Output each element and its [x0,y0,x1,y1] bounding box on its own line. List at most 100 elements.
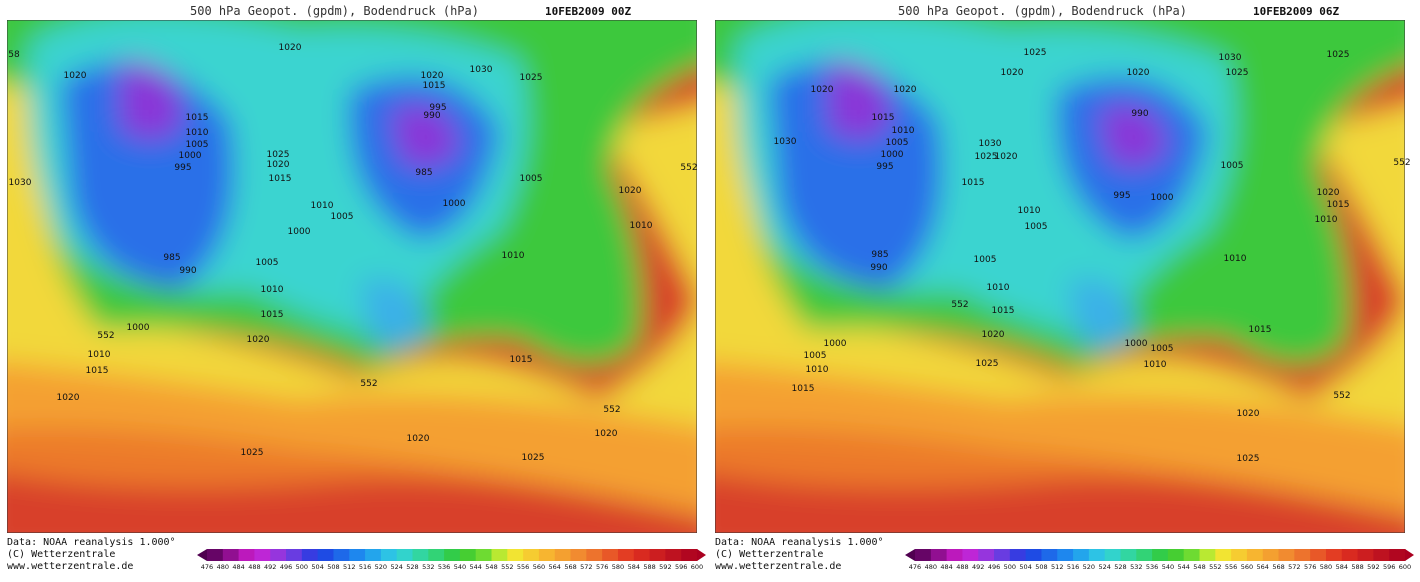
isobar-label: 1025 [1237,454,1260,464]
colorbar-label: 480 [217,563,229,571]
colorbar-label: 592 [659,563,671,571]
colorbar-label: 512 [343,563,355,571]
field-area [828,60,890,140]
colorbar-label: 540 [454,563,466,571]
field-area [360,278,430,348]
colorbar-segment [1389,549,1406,561]
colorbar-segment [207,549,224,561]
colorbar-label: 572 [1288,563,1300,571]
isobar-label: 1000 [1125,339,1148,349]
isobar-label: 1005 [520,174,543,184]
isobar-label: 1025 [1226,68,1249,78]
isobar-label: 1015 [423,81,446,91]
isobar-label: 1005 [974,255,997,265]
isobar-label: 1025 [975,152,998,162]
colorbar-label: 584 [628,563,640,571]
colorbar-segment [554,549,572,561]
isobar-label: 1030 [470,65,493,75]
field-area [768,62,943,291]
colorbar-label: 572 [580,563,592,571]
colorbar-segment [1025,549,1042,561]
field-area [1068,278,1138,348]
colorbar-label: 504 [1019,563,1031,571]
colorbar-segment [1073,549,1090,561]
colorbar-label: 524 [1098,563,1110,571]
colorbar-label: 576 [1304,563,1316,571]
colorbar-segment [1231,549,1248,561]
isobar-label: 990 [179,266,196,276]
isobar-label: 1015 [872,113,895,123]
isobar-label: 1020 [1001,68,1024,78]
colorbar-segment [1278,549,1295,561]
colorbar-label: 552 [501,563,513,571]
footer-text: Data: NOAA reanalysis 1.000° [7,537,176,548]
isobar-label: 1020 [57,393,80,403]
colorbar-segment [994,549,1011,561]
field-area [715,60,1405,426]
colorbar-label: 564 [549,563,561,571]
colorbar-segment [1325,549,1343,561]
isobar-label: 1000 [443,199,466,209]
isobar-label: 1025 [522,453,545,463]
isobar-label: 1015 [261,310,284,320]
isobar-label: 552 [360,379,377,389]
isobar-label: 1005 [1221,161,1244,171]
isobar-label: 552 [951,300,968,310]
colorbar-segment [286,549,303,561]
colorbar-label: 496 [280,563,292,571]
isobar-label: 1020 [407,434,430,444]
colorbar-segment [491,549,508,561]
isobar-label: 1025 [241,448,264,458]
colorbar-segment [365,549,382,561]
isobar-label: 1020 [279,43,302,53]
colorbar-label: 588 [1351,563,1363,571]
isobar-label: 1010 [1144,360,1167,370]
isobar-label: 1015 [1327,200,1350,210]
isobar-label: 552 [97,331,114,341]
field-area [1098,105,1168,168]
colorbar-segment [1136,549,1153,561]
colorbar-segment [602,549,619,561]
colorbar-end [1405,549,1414,561]
isobar-label: 1010 [630,221,653,231]
colorbar-segment [333,549,350,561]
colorbar-label: 576 [596,563,608,571]
colorbar-segment [507,549,524,561]
colorbar-label: 532 [1130,563,1142,571]
isobar-label: 985 [871,250,888,260]
isobar-label: 552 [1393,158,1410,168]
isobar-label: 1005 [886,138,909,148]
colorbar-label: 568 [1272,563,1284,571]
isobar-label: 1015 [1249,325,1272,335]
colorbar-label: 476 [201,563,213,571]
colorbar-label: 560 [533,563,545,571]
isobar-label: 1005 [804,351,827,361]
colorbar-label: 484 [940,563,952,571]
colorbar-segment [523,549,540,561]
isobar-label: 1020 [1317,188,1340,198]
field-area [120,60,182,140]
colorbar-segment [1215,549,1232,561]
isobar-label: 1025 [976,359,999,369]
footer-text: (C) Wetterzentrale [715,549,823,560]
isobar-label: 995 [1113,191,1130,201]
colorbar-segment [396,549,413,561]
isobar-label: 1020 [811,85,834,95]
isobar-label: 1020 [995,152,1018,162]
colorbar-label: 512 [1051,563,1063,571]
colorbar-label: 548 [485,563,497,571]
colorbar-label: 592 [1367,563,1379,571]
colorbar-segment [1152,549,1169,561]
colorbar-segment [1262,549,1280,561]
colorbar-segment [222,549,240,561]
colorbar-segment [1057,549,1074,561]
isobar-label: 1010 [186,128,209,138]
colorbar-label: 528 [406,563,418,571]
colorbar-label: 556 [1225,563,1237,571]
isobar-label: 1030 [979,139,1002,149]
colorbar-segment [1246,549,1264,561]
colorbar-segment [681,549,698,561]
isobar-label: 995 [429,103,446,113]
colorbar-segment [930,549,948,561]
